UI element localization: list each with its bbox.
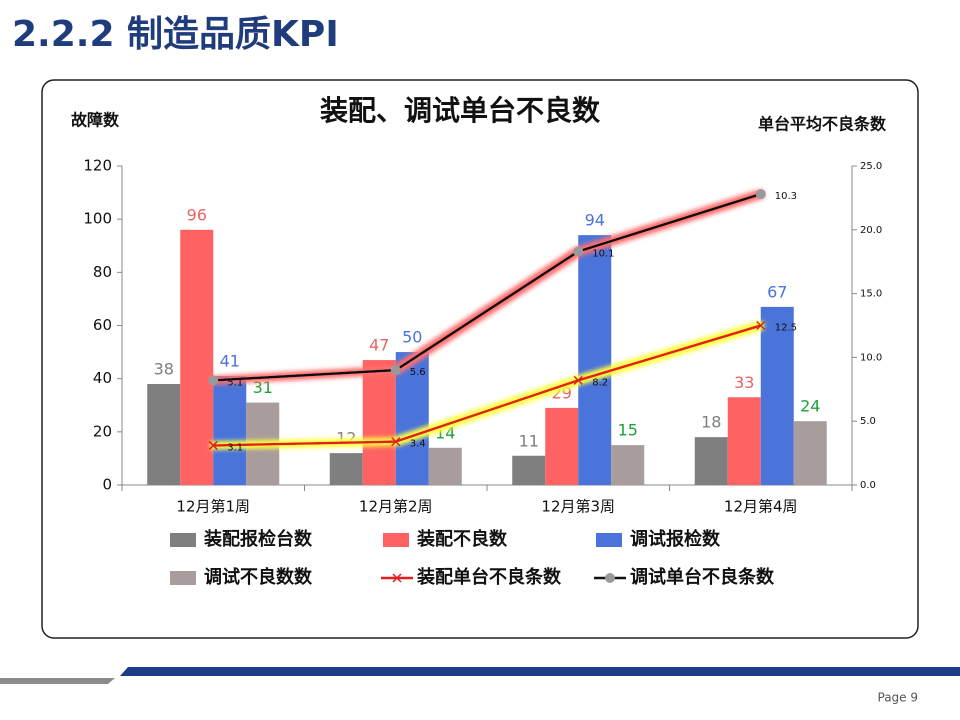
legend-label: 调试单台不良条数 bbox=[630, 566, 775, 588]
bar bbox=[578, 235, 612, 485]
line-marker bbox=[391, 437, 401, 447]
line-marker bbox=[755, 189, 766, 200]
y2-axis-title: 单台平均不良条数 bbox=[758, 115, 887, 134]
line-marker bbox=[208, 375, 219, 386]
line-marker bbox=[573, 246, 584, 257]
y-tick-label: 20 bbox=[93, 422, 112, 440]
y2-tick-label: 10.0 bbox=[860, 352, 882, 363]
bar-label: 96 bbox=[187, 205, 207, 224]
bar bbox=[147, 383, 181, 485]
y2-tick-label: 0.0 bbox=[860, 480, 876, 491]
y-tick-label: 40 bbox=[93, 369, 112, 387]
legend-label: 调试报检数 bbox=[630, 528, 721, 550]
y-tick-label: 80 bbox=[93, 263, 112, 281]
bar bbox=[793, 421, 827, 485]
bar-label: 14 bbox=[435, 423, 455, 442]
plot: 0 20 40 60 80 100 120 0.0 5.0 10.0 15.0 20.0 25.0 12月… bbox=[83, 157, 882, 589]
legend-marker bbox=[392, 573, 402, 583]
legend-label: 装配报检台数 bbox=[204, 528, 313, 550]
y2-tick-label: 5.0 bbox=[860, 416, 876, 427]
line-label: 5.6 bbox=[410, 367, 426, 378]
line-label: 3.4 bbox=[410, 439, 426, 450]
footer-bar bbox=[120, 667, 960, 676]
line-marker bbox=[573, 375, 583, 385]
x-tick-label: 12月第1周 bbox=[176, 498, 250, 516]
line-label: 12.5 bbox=[775, 323, 797, 334]
bar-label: 18 bbox=[701, 413, 721, 432]
x-tick-label: 12月第2周 bbox=[359, 498, 433, 516]
x-tick-label: 12月第3周 bbox=[541, 498, 615, 516]
line-label: 8.2 bbox=[592, 377, 608, 388]
bar bbox=[213, 376, 247, 485]
y-tick-label: 120 bbox=[83, 157, 112, 175]
bar-label: 47 bbox=[369, 336, 389, 355]
bar-label: 94 bbox=[585, 211, 605, 230]
line-marker bbox=[390, 365, 401, 376]
line bbox=[213, 192, 762, 382]
legend-marker bbox=[605, 573, 615, 583]
legend-label: 装配不良数 bbox=[417, 528, 508, 550]
bar-label: 15 bbox=[618, 421, 638, 440]
footer-stripe bbox=[0, 678, 115, 684]
chart-title: 装配、调试单台不良数 bbox=[320, 94, 601, 127]
bar bbox=[362, 360, 396, 485]
y2-tick-label: 15.0 bbox=[860, 289, 882, 300]
legend-swatch bbox=[170, 533, 196, 547]
line-marker bbox=[208, 440, 218, 450]
legend-label: 装配单台不良条数 bbox=[417, 566, 562, 588]
x-tick-label: 12月第4周 bbox=[724, 498, 798, 516]
slide-title: 2.2.2 制造品质KPI bbox=[12, 14, 339, 55]
y-tick-label: 0 bbox=[102, 476, 112, 494]
bar bbox=[395, 352, 429, 485]
bar-label: 41 bbox=[220, 352, 240, 371]
y-axis-title: 故障数 bbox=[71, 111, 120, 130]
bar bbox=[545, 407, 579, 485]
line-label: 5.1 bbox=[227, 377, 243, 388]
line-label: 3.1 bbox=[227, 442, 243, 453]
bar-label: 24 bbox=[800, 397, 820, 416]
line-marker bbox=[756, 320, 766, 331]
page-number: Page 9 bbox=[878, 691, 919, 705]
bar-label: 11 bbox=[519, 431, 539, 450]
legend-swatch bbox=[170, 571, 196, 585]
legend-swatch bbox=[596, 533, 622, 547]
y2-tick-label: 25.0 bbox=[860, 161, 882, 172]
legend-swatch bbox=[383, 533, 409, 547]
bar-label: 50 bbox=[402, 328, 422, 347]
bar bbox=[611, 445, 645, 485]
bar-label: 31 bbox=[253, 378, 273, 397]
bar-label: 33 bbox=[734, 373, 754, 392]
line-label: 10.3 bbox=[775, 191, 797, 202]
bar-label: 38 bbox=[154, 359, 174, 378]
bar bbox=[760, 306, 794, 485]
bar bbox=[512, 455, 546, 485]
y2-tick-label: 20.0 bbox=[860, 225, 882, 236]
bar bbox=[727, 397, 761, 485]
line bbox=[213, 324, 762, 447]
line-label: 10.1 bbox=[592, 248, 614, 259]
bar-label: 67 bbox=[767, 282, 787, 301]
y-tick-label: 100 bbox=[83, 210, 112, 228]
bar-label: 12 bbox=[336, 429, 356, 448]
legend-label: 调试不良数数 bbox=[204, 566, 313, 588]
y-tick-label: 60 bbox=[93, 316, 112, 334]
bar bbox=[428, 447, 462, 485]
bar bbox=[694, 437, 728, 485]
bar bbox=[329, 453, 363, 485]
chart-frame bbox=[41, 79, 919, 639]
bar bbox=[180, 229, 214, 485]
